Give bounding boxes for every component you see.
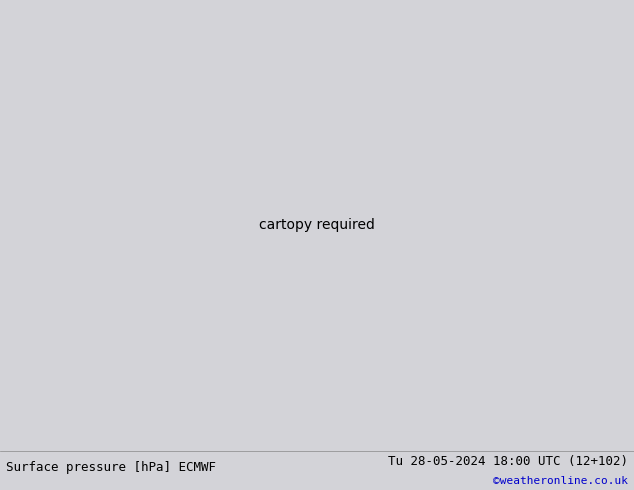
Text: Tu 28-05-2024 18:00 UTC (12+102): Tu 28-05-2024 18:00 UTC (12+102) bbox=[387, 455, 628, 468]
Text: Surface pressure [hPa] ECMWF: Surface pressure [hPa] ECMWF bbox=[6, 461, 216, 474]
Text: ©weatheronline.co.uk: ©weatheronline.co.uk bbox=[493, 476, 628, 487]
Text: cartopy required: cartopy required bbox=[259, 219, 375, 232]
